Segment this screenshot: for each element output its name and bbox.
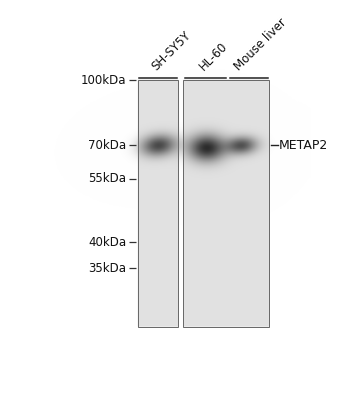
Text: 35kDa: 35kDa <box>89 262 127 275</box>
Text: 40kDa: 40kDa <box>88 236 127 248</box>
Text: Mouse liver: Mouse liver <box>232 16 289 73</box>
Text: METAP2: METAP2 <box>279 138 328 152</box>
Text: SH-SY5Y: SH-SY5Y <box>149 28 193 73</box>
Bar <box>184 80 269 327</box>
Text: 70kDa: 70kDa <box>88 138 127 152</box>
Text: 55kDa: 55kDa <box>89 172 127 186</box>
Text: HL-60: HL-60 <box>197 39 230 73</box>
Bar <box>138 80 178 327</box>
Text: 100kDa: 100kDa <box>81 74 127 87</box>
